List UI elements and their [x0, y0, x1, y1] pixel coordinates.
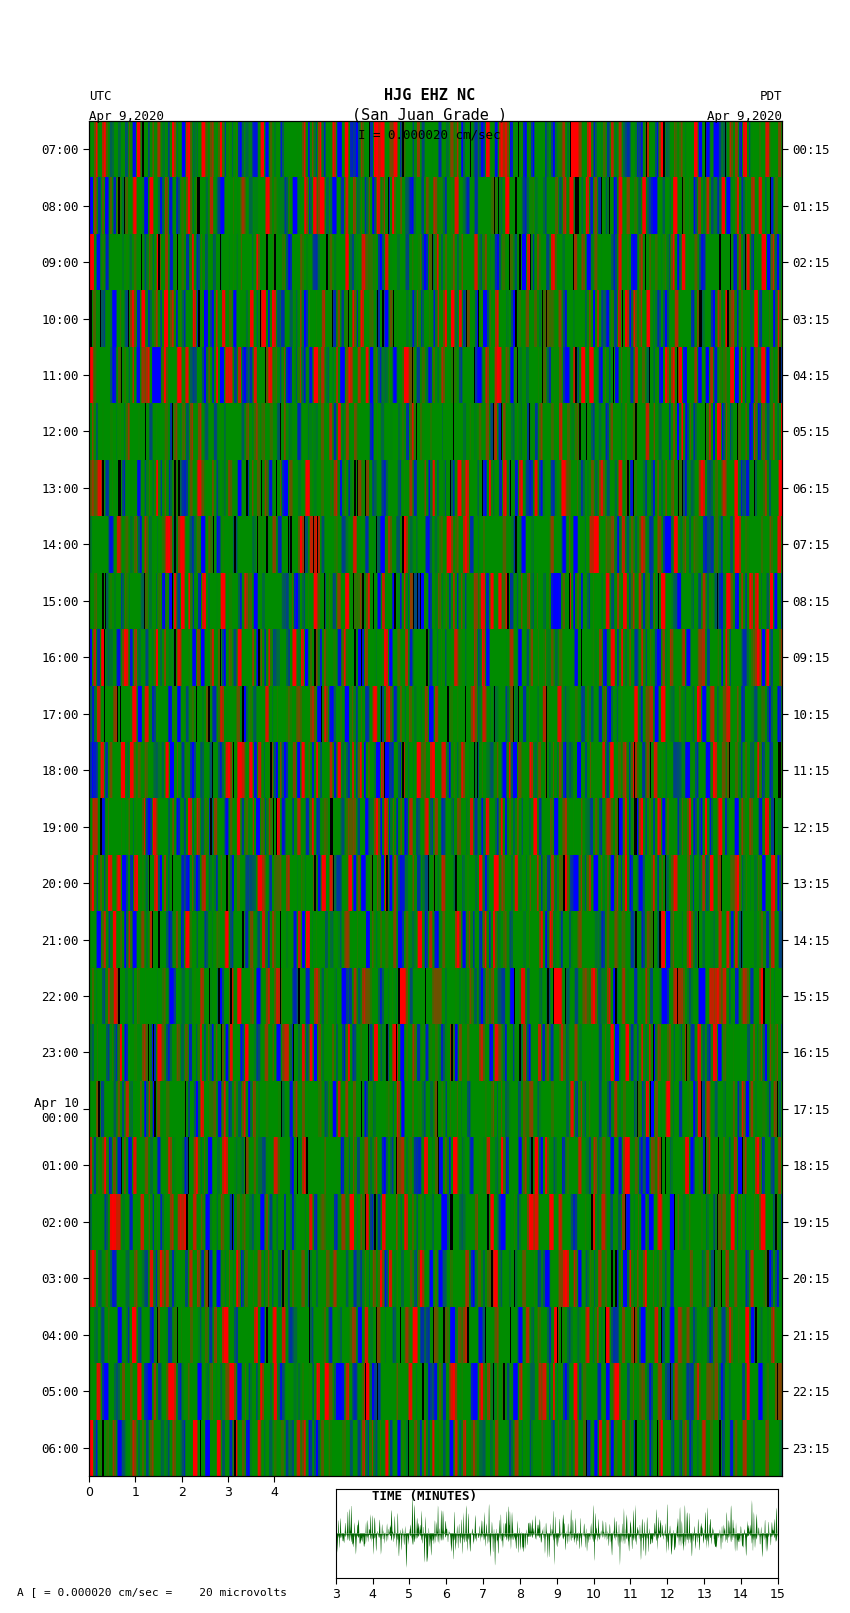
Text: UTC: UTC [89, 90, 111, 103]
Text: HJG EHZ NC: HJG EHZ NC [383, 89, 475, 103]
Text: PDT: PDT [760, 90, 782, 103]
Text: TIME (MINUTES): TIME (MINUTES) [372, 1490, 478, 1503]
Text: Apr 9,2020: Apr 9,2020 [89, 110, 164, 123]
Text: Apr 9,2020: Apr 9,2020 [707, 110, 782, 123]
Text: (San Juan Grade ): (San Juan Grade ) [352, 108, 507, 123]
Text: I = 0.000020 cm/sec: I = 0.000020 cm/sec [358, 129, 501, 142]
Text: A [ = 0.000020 cm/sec =    20 microvolts: A [ = 0.000020 cm/sec = 20 microvolts [17, 1587, 287, 1597]
